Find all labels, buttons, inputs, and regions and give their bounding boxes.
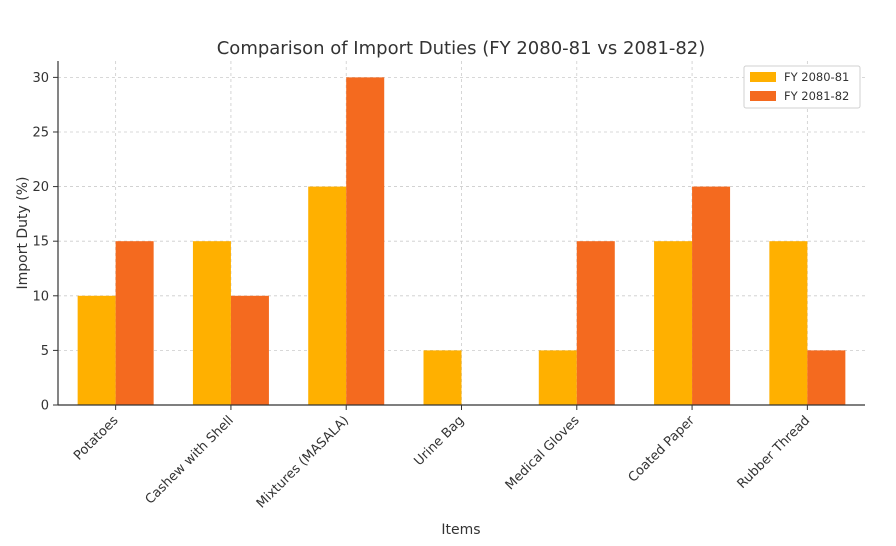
y-tick-label: 15 <box>32 235 49 250</box>
bar-fy-2081-82-coated-paper <box>692 186 731 405</box>
x-axis-label: Items <box>441 522 480 538</box>
y-tick-label: 5 <box>41 344 49 359</box>
bar-fy-2080-81-urine-bag <box>423 350 462 405</box>
y-tick-label: 25 <box>32 125 49 140</box>
y-axis-label: Import Duty (%) <box>15 176 31 289</box>
bar-fy-2081-82-medical-gloves <box>576 241 615 405</box>
legend-swatch-fy-2081-82 <box>750 91 776 101</box>
legend-label-fy-2081-82: FY 2081-82 <box>784 89 849 103</box>
legend: FY 2080-81 FY 2081-82 <box>743 65 861 109</box>
bars <box>77 77 846 405</box>
bar-fy-2080-81-mixtures-masala <box>308 186 347 405</box>
y-tick-label: 0 <box>41 399 49 414</box>
y-tick-label: 20 <box>32 180 49 195</box>
bar-fy-2080-81-medical-gloves <box>538 350 577 405</box>
chart-title: Comparison of Import Duties (FY 2080-81 … <box>217 38 706 59</box>
bar-fy-2080-81-coated-paper <box>654 241 693 405</box>
bar-fy-2081-82-rubber-thread <box>807 350 846 405</box>
bar-fy-2081-82-cashew-with-shell <box>230 295 269 405</box>
y-tick-label: 10 <box>32 289 49 304</box>
legend-label-fy-2080-81: FY 2080-81 <box>784 70 849 84</box>
y-tick-label: 30 <box>32 71 49 86</box>
bar-fy-2080-81-cashew-with-shell <box>192 241 231 405</box>
legend-swatch-fy-2080-81 <box>750 72 776 82</box>
bar-fy-2081-82-mixtures-masala <box>346 77 385 405</box>
bar-fy-2080-81-potatoes <box>77 295 116 405</box>
bar-fy-2080-81-rubber-thread <box>769 241 808 405</box>
bar-fy-2081-82-potatoes <box>115 241 154 405</box>
